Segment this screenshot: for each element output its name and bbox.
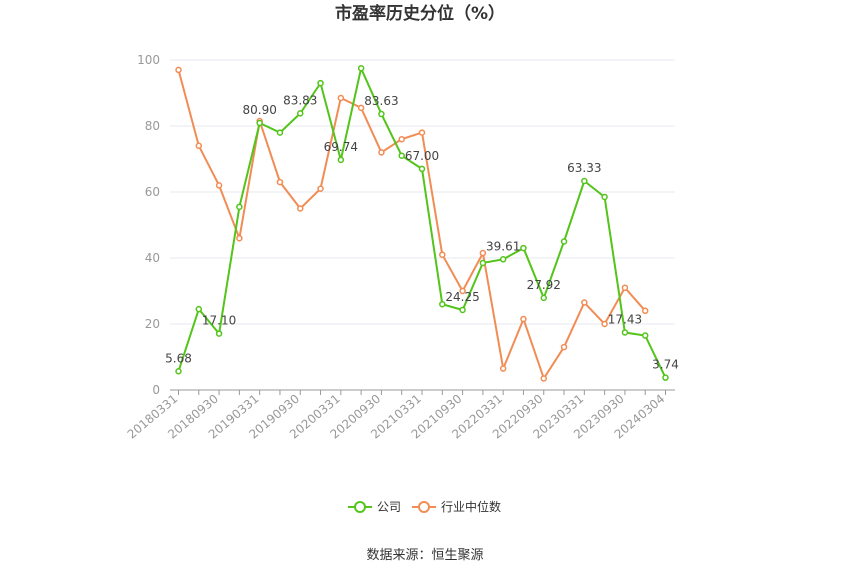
data-point[interactable] xyxy=(215,330,223,337)
data-point[interactable] xyxy=(662,374,669,381)
x-axis: 2018033120180930201903312019093020200331… xyxy=(125,389,675,442)
data-point[interactable] xyxy=(195,305,203,313)
data-point[interactable] xyxy=(540,375,547,382)
y-tick-label: 0 xyxy=(152,383,160,397)
data-point[interactable] xyxy=(520,315,527,323)
legend-company-label: 公司 xyxy=(377,500,401,514)
data-point[interactable] xyxy=(459,306,466,314)
data-label: 17.43 xyxy=(608,312,642,326)
data-point[interactable] xyxy=(357,65,365,72)
y-tick-label: 100 xyxy=(137,53,160,67)
series-公司 xyxy=(175,65,669,381)
legend-company-marker xyxy=(354,501,366,513)
data-point[interactable] xyxy=(479,259,487,267)
data-point[interactable] xyxy=(621,284,629,291)
data-point[interactable] xyxy=(499,365,507,372)
y-axis-ticks: 0 20 40 60 80 100 xyxy=(137,53,160,397)
data-point[interactable] xyxy=(479,249,487,257)
data-labels: 5.68 17.10 80.90 83.83 69.74 83.63 67.00 24.25 3… xyxy=(165,93,679,371)
data-label: 24.25 xyxy=(445,290,479,304)
data-point[interactable] xyxy=(276,129,284,136)
legend: 公司 行业中位数 xyxy=(348,499,501,514)
data-point[interactable] xyxy=(236,203,243,211)
data-point[interactable] xyxy=(499,256,507,263)
y-tick-label: 60 xyxy=(145,185,160,199)
data-point[interactable] xyxy=(560,238,568,245)
data-point[interactable] xyxy=(641,332,649,339)
data-label: 39.61 xyxy=(486,239,520,253)
data-point[interactable] xyxy=(317,79,324,87)
data-label: 63.33 xyxy=(567,161,601,175)
data-point[interactable] xyxy=(641,307,649,315)
data-source: 数据来源：恒生聚源 xyxy=(366,548,483,563)
data-point[interactable] xyxy=(175,368,182,375)
data-label: 5.68 xyxy=(165,351,192,365)
data-point[interactable] xyxy=(317,185,324,192)
legend-industry-label: 行业中位数 xyxy=(441,499,501,514)
data-point[interactable] xyxy=(398,135,405,143)
data-point[interactable] xyxy=(398,152,405,159)
data-point[interactable] xyxy=(256,119,263,127)
data-point[interactable] xyxy=(621,329,629,336)
data-point[interactable] xyxy=(378,149,385,156)
data-point[interactable] xyxy=(459,287,466,295)
series-layer xyxy=(175,65,669,382)
legend-industry-marker xyxy=(418,501,430,513)
data-point[interactable] xyxy=(540,294,547,302)
data-label: 69.74 xyxy=(324,140,358,154)
data-label: 17.10 xyxy=(202,314,236,328)
data-label: 27.92 xyxy=(527,278,561,292)
data-label: 80.90 xyxy=(242,103,276,117)
data-point[interactable] xyxy=(276,178,284,186)
y-tick-label: 40 xyxy=(145,251,160,265)
data-point[interactable] xyxy=(195,142,203,150)
data-point[interactable] xyxy=(337,156,345,164)
legend-item-company[interactable]: 公司 xyxy=(348,500,401,514)
data-point[interactable] xyxy=(601,320,608,328)
data-point[interactable] xyxy=(520,244,527,252)
data-point[interactable] xyxy=(418,165,426,173)
data-point[interactable] xyxy=(297,110,304,117)
chart-title: 市盈率历史分位（%） xyxy=(335,3,505,24)
legend-item-industry-median[interactable]: 行业中位数 xyxy=(412,499,501,514)
y-tick-label: 80 xyxy=(145,119,160,133)
data-label: 83.63 xyxy=(364,94,398,108)
data-point[interactable] xyxy=(236,234,243,242)
data-point[interactable] xyxy=(215,182,223,189)
data-point[interactable] xyxy=(357,104,365,112)
data-point[interactable] xyxy=(175,66,182,74)
data-point[interactable] xyxy=(581,177,588,185)
data-label: 67.00 xyxy=(405,149,439,163)
data-point[interactable] xyxy=(337,94,345,102)
data-point[interactable] xyxy=(439,251,446,258)
grid xyxy=(170,59,675,325)
data-point[interactable] xyxy=(601,193,608,201)
data-point[interactable] xyxy=(297,205,304,212)
data-label: 83.83 xyxy=(283,93,317,107)
data-point[interactable] xyxy=(418,129,426,136)
y-tick-label: 20 xyxy=(145,317,160,331)
data-point[interactable] xyxy=(439,300,446,308)
data-label: 3.74 xyxy=(652,358,679,372)
data-point[interactable] xyxy=(581,299,588,306)
data-point[interactable] xyxy=(560,343,568,351)
data-point[interactable] xyxy=(378,110,385,118)
